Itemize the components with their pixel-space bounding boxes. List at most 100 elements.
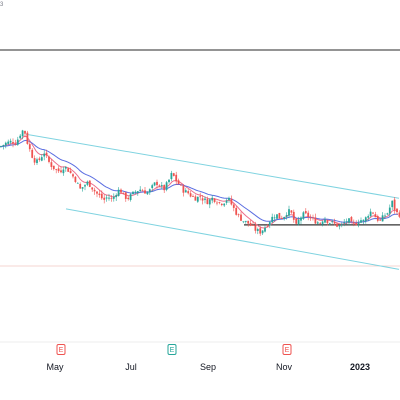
candle-body — [256, 229, 259, 231]
candle-body — [364, 217, 367, 222]
candle-body — [43, 153, 46, 157]
candle-body — [352, 222, 355, 223]
candle-body — [26, 132, 29, 144]
candle-body — [391, 200, 394, 208]
candle-body — [333, 222, 336, 224]
candle-body — [69, 170, 72, 174]
candle-body — [7, 141, 10, 144]
candle-body — [151, 185, 154, 189]
candle-body — [129, 194, 132, 200]
candle-body — [249, 223, 252, 226]
axis-label-nov: Nov — [275, 362, 293, 372]
candle-body — [60, 170, 62, 173]
candle-body — [379, 219, 382, 221]
candle-body — [64, 166, 67, 169]
candle-body — [343, 222, 346, 224]
candle-body — [16, 139, 19, 145]
candle-body — [134, 191, 137, 193]
candle-body — [304, 211, 307, 214]
candle-body — [271, 216, 274, 223]
candle-body — [67, 168, 70, 172]
candle-body — [160, 185, 163, 187]
candle-body — [324, 219, 326, 223]
candle-body — [40, 157, 43, 161]
candle-body — [357, 222, 360, 225]
channel-lower-line — [65, 208, 400, 270]
candle-body — [252, 225, 254, 226]
candle-body — [117, 189, 120, 197]
candle-body — [163, 184, 166, 191]
candle-body — [110, 197, 113, 199]
candle-body — [79, 183, 82, 189]
candle-body — [0, 146, 2, 147]
candle-body — [45, 152, 48, 156]
candle-body — [328, 223, 331, 224]
candle-body — [319, 222, 322, 224]
candle-body — [316, 222, 319, 224]
candle-body — [24, 130, 26, 134]
candle-body — [326, 220, 329, 224]
candle-body — [309, 217, 312, 219]
candle-body — [98, 193, 101, 196]
candle-body — [72, 174, 74, 177]
axis-label-sep: Sep — [199, 362, 217, 372]
candle-body — [336, 223, 338, 227]
candle-body — [247, 220, 250, 224]
candle-body — [48, 156, 50, 162]
candle-body — [38, 158, 41, 160]
candle-body — [184, 190, 187, 193]
candle-body — [122, 192, 125, 194]
candle-body — [254, 225, 257, 231]
candle-body — [28, 144, 31, 150]
candle-body — [220, 203, 223, 205]
earnings-marker[interactable]: E — [282, 344, 292, 355]
candle-body — [261, 230, 264, 234]
candle-body — [146, 192, 149, 195]
candle-body — [266, 226, 269, 228]
candle-body — [292, 211, 295, 220]
candle-body — [295, 218, 298, 224]
candle-body — [88, 180, 91, 187]
candle-body — [288, 209, 290, 216]
candle-body — [103, 197, 106, 200]
candle-body — [283, 217, 286, 219]
candle-body — [189, 193, 192, 197]
candle-body — [297, 219, 300, 225]
earnings-marker[interactable]: E — [56, 344, 66, 355]
candle-body — [367, 216, 370, 218]
earnings-marker[interactable]: E — [167, 344, 177, 355]
candle-body — [153, 182, 156, 186]
candle-body — [105, 197, 108, 199]
candle-body — [331, 221, 334, 223]
candle-body — [120, 189, 122, 193]
candle-body — [393, 199, 396, 210]
candle-body — [360, 220, 362, 223]
candle-body — [228, 197, 230, 201]
candle-body — [235, 207, 238, 215]
candle-body — [12, 142, 14, 144]
candle-body — [350, 217, 353, 222]
candle-body — [208, 199, 211, 205]
candle-body — [290, 210, 293, 213]
candle-body — [84, 185, 86, 187]
candle-body — [372, 212, 374, 214]
candle-body — [76, 182, 79, 184]
candle-body — [36, 159, 38, 164]
candle-body — [2, 144, 5, 147]
candle-body — [93, 189, 96, 192]
axis-label-2023: 2023 — [349, 362, 371, 372]
candle-body — [127, 197, 130, 200]
candle-body — [206, 199, 209, 205]
candle-body — [340, 223, 343, 225]
candle-body — [300, 217, 302, 221]
candle-body — [158, 185, 161, 187]
candle-body — [276, 214, 278, 219]
candle-body — [96, 191, 98, 194]
candle-body — [100, 193, 103, 199]
candle-body — [273, 217, 276, 219]
candle-body — [108, 197, 110, 199]
ema-slow-line — [0, 139, 399, 223]
candle-body — [187, 191, 190, 194]
